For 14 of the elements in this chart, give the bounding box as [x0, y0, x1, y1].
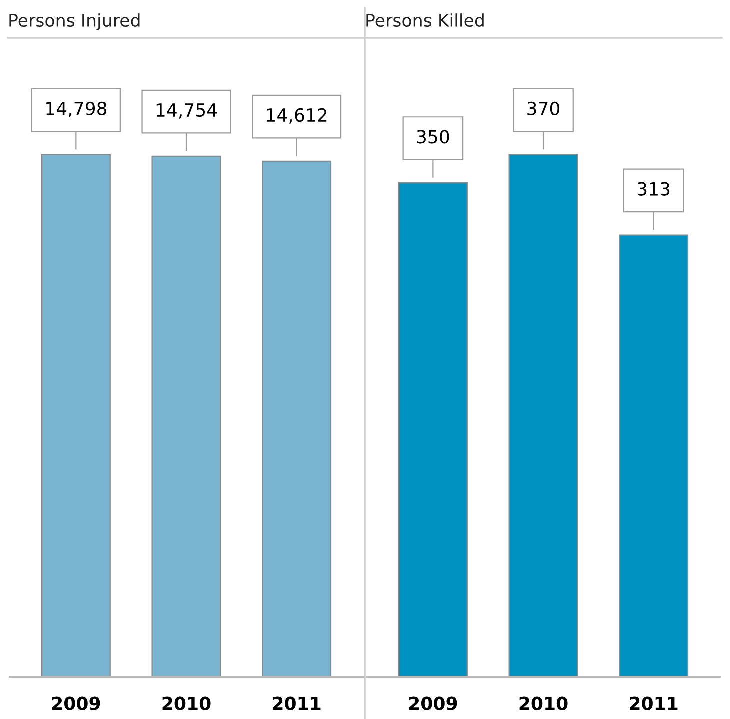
x-tick-label: 2011: [273, 696, 321, 710]
data-label: 350: [417, 130, 450, 144]
x-tick-label: 2010: [520, 696, 568, 710]
data-label: 14,754: [156, 104, 218, 119]
data-label: 14,612: [267, 108, 327, 124]
x-tick-label: 2009: [409, 696, 458, 710]
data-label: 370: [528, 102, 560, 116]
chart-title: Persons Killed: [366, 14, 484, 28]
x-tick-label: 2010: [162, 696, 211, 710]
data-label: 14,798: [46, 102, 107, 118]
data-label: 313: [638, 182, 670, 196]
chart-title: Persons Injured: [10, 14, 140, 30]
x-tick-label: 2009: [52, 696, 100, 710]
x-tick-label: 2011: [630, 696, 678, 710]
